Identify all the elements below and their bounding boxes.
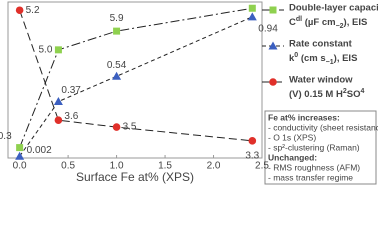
series-line (19, 10, 253, 142)
legend-marker (269, 6, 277, 14)
legend-detail-part: SO (347, 89, 361, 100)
marker (248, 4, 256, 12)
legend-label: Rate constant (289, 39, 353, 50)
x-tick-label: 2.0 (207, 161, 221, 172)
data-label: 5.9 (110, 13, 124, 24)
legend-detail-part: (µF cm (302, 17, 335, 28)
legend-detail-part: 0 (294, 52, 298, 59)
marker (112, 123, 121, 131)
legend-label: Water window (289, 75, 353, 86)
legend-detail-part: k (289, 53, 295, 64)
marker (247, 12, 257, 21)
legend-detail: (V) 0.15 M H2SO4 (289, 88, 365, 100)
legend-detail-part: −2 (336, 23, 344, 30)
legend-detail-part: (V) 0.15 M H (289, 89, 343, 100)
notes-item: - conductivity (sheet resistance) (268, 122, 378, 132)
plot-frame (7, 1, 263, 159)
chart: Surface Fe at% (XPS) 0.0 0.5 1.0 1.5 2.0 2.5 0… (0, 0, 378, 185)
notes-item: - O 1s (XPS) (268, 132, 316, 142)
data-label: 3.5 (123, 122, 137, 133)
legend-detail-part: C (289, 17, 296, 28)
x-tick-label: 0.0 (13, 161, 27, 172)
notes-box (264, 110, 377, 185)
legend-detail-part: dl (296, 16, 302, 23)
legend-label: Double-layer capacitance (289, 3, 378, 14)
legend-detail-part: ), EIS (344, 17, 368, 28)
data-label: 5.2 (26, 5, 40, 16)
notes-item: - sp²-clustering (Raman) (268, 142, 360, 152)
x-tick-label: 0.5 (61, 161, 75, 172)
data-label: 0.54 (107, 60, 127, 71)
marker (112, 71, 122, 80)
marker (16, 144, 24, 152)
marker (248, 137, 257, 145)
marker (53, 97, 63, 106)
legend-marker (268, 41, 278, 50)
data-label: 3.3 (245, 150, 259, 161)
legend-detail-part: −1 (326, 59, 334, 66)
marker (113, 27, 121, 35)
legend-detail-part: 2 (343, 88, 347, 95)
marker (54, 46, 62, 54)
notes-heading: Unchanged: (268, 152, 317, 162)
legend-marker (269, 78, 277, 86)
x-tick-label: 1.0 (110, 161, 124, 172)
data-label: 0.37 (61, 85, 81, 96)
legend-detail-part: (cm s (298, 53, 325, 64)
marker (15, 6, 24, 15)
data-label: 3.6 (64, 111, 78, 122)
notes-item: - RMS roughness (AFM) (268, 162, 360, 172)
notes-item: - mass transfer regime (268, 172, 353, 182)
data-label: 0.002 (27, 145, 52, 156)
series-line (19, 16, 253, 157)
marker (15, 151, 25, 160)
x-tick-label: 1.5 (158, 161, 172, 172)
legend-detail: Cdl (µF cm−2), EIS (289, 16, 367, 30)
data-label: 0.94 (258, 23, 278, 34)
data-label: 0.3 (0, 131, 12, 142)
marker (54, 116, 63, 125)
legend-detail-part: 4 (361, 88, 365, 95)
data-label: 7.0 (245, 0, 259, 2)
series-line (19, 7, 253, 148)
legend-detail-part: ), EIS (334, 53, 358, 64)
notes-heading: Fe at% increases: (268, 112, 340, 122)
data-label: 5.0 (39, 44, 53, 55)
x-tick-label: 2.5 (255, 161, 269, 172)
legend-detail: k0 (cm s−1), EIS (289, 52, 357, 66)
x-axis-title: Surface Fe at% (XPS) (76, 170, 194, 184)
